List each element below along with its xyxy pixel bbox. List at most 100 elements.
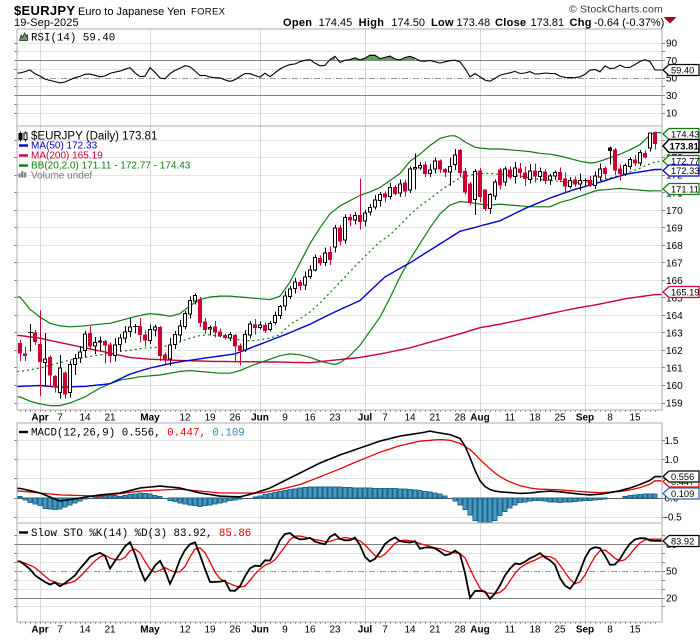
svg-text:160: 160 (666, 381, 683, 392)
svg-text:© StockCharts.com: © StockCharts.com (569, 4, 663, 16)
svg-text:168: 168 (666, 241, 683, 252)
svg-text:BB(20,2.0) 171.11 - 172.77 - 1: BB(20,2.0) 171.11 - 172.77 - 174.43 (31, 161, 191, 172)
svg-text:12: 12 (179, 413, 191, 424)
svg-text:Jun: Jun (251, 625, 269, 636)
svg-text:28: 28 (454, 625, 466, 636)
svg-text:161: 161 (666, 364, 683, 375)
svg-text:11: 11 (505, 625, 516, 636)
svg-text:Jun: Jun (251, 413, 269, 424)
svg-text:59.40: 59.40 (671, 65, 694, 75)
svg-text:Jul: Jul (358, 413, 373, 424)
svg-text:11: 11 (505, 413, 516, 424)
svg-text:May: May (140, 625, 160, 636)
svg-text:173.81: 173.81 (670, 142, 700, 153)
svg-text:172.77: 172.77 (671, 156, 699, 166)
svg-text:50: 50 (666, 567, 678, 578)
svg-text:164: 164 (666, 311, 683, 322)
svg-text:14: 14 (79, 413, 91, 424)
svg-text:Volume undef: Volume undef (31, 171, 92, 182)
svg-text:May: May (140, 413, 160, 424)
svg-text:83.92: 83.92 (671, 536, 694, 546)
svg-text:23: 23 (329, 413, 341, 424)
svg-text:0.447,: 0.447, (167, 428, 206, 440)
svg-text:19-Sep-2025: 19-Sep-2025 (14, 17, 79, 29)
svg-text:Jul: Jul (358, 625, 373, 636)
svg-text:FOREX: FOREX (191, 7, 226, 18)
svg-text:9: 9 (282, 625, 288, 636)
svg-text:1.5: 1.5 (665, 436, 679, 447)
svg-text:Aug: Aug (470, 413, 489, 424)
svg-text:172.33: 172.33 (671, 166, 699, 176)
svg-text:High: High (359, 17, 385, 29)
svg-text:MA(50) 172.33: MA(50) 172.33 (31, 141, 98, 152)
svg-text:8: 8 (607, 625, 613, 636)
svg-text:18: 18 (529, 625, 541, 636)
svg-text:167: 167 (666, 258, 683, 269)
svg-text:14: 14 (404, 413, 416, 424)
svg-text:7: 7 (382, 413, 388, 424)
svg-text:15: 15 (629, 413, 641, 424)
svg-text:-0.64 (-0.37%): -0.64 (-0.37%) (594, 17, 664, 29)
svg-text:23: 23 (329, 625, 341, 636)
svg-text:26: 26 (229, 625, 241, 636)
svg-text:173.48: 173.48 (457, 17, 491, 29)
svg-text:7: 7 (57, 625, 63, 636)
svg-text:7: 7 (382, 625, 388, 636)
svg-text:7: 7 (57, 413, 63, 424)
svg-text:163: 163 (666, 328, 683, 339)
svg-text:14: 14 (79, 625, 91, 636)
svg-text:21: 21 (429, 413, 441, 424)
svg-text:Close: Close (495, 17, 526, 29)
svg-text:173.81: 173.81 (531, 17, 565, 29)
svg-text:Apr: Apr (31, 625, 48, 636)
svg-text:Chg: Chg (570, 17, 592, 29)
svg-text:174.50: 174.50 (391, 17, 425, 29)
svg-text:Sep: Sep (576, 413, 594, 424)
svg-text:171.11: 171.11 (671, 184, 699, 194)
svg-text:159: 159 (666, 399, 683, 410)
svg-text:RSI(14) 59.40: RSI(14) 59.40 (31, 33, 115, 45)
svg-text:Aug: Aug (470, 625, 489, 636)
svg-text:166: 166 (666, 276, 683, 287)
svg-text:21: 21 (104, 413, 116, 424)
svg-text:$EURJPY (Daily) 173.81: $EURJPY (Daily) 173.81 (31, 131, 157, 143)
svg-text:0.556: 0.556 (671, 472, 694, 482)
svg-text:MA(200) 165.19: MA(200) 165.19 (31, 151, 103, 162)
svg-text:20: 20 (666, 594, 678, 605)
svg-text:Euro to Japanese Yen: Euro to Japanese Yen (78, 6, 186, 18)
svg-text:Open: Open (283, 17, 312, 29)
svg-text:21: 21 (104, 625, 116, 636)
svg-text:MACD(12,26,9) 0.556,: MACD(12,26,9) 0.556, (31, 428, 161, 440)
svg-text:12: 12 (179, 625, 191, 636)
svg-text:Sep: Sep (576, 625, 594, 636)
svg-text:19: 19 (204, 413, 216, 424)
svg-text:30: 30 (666, 91, 678, 102)
svg-text:85.86: 85.86 (219, 528, 251, 540)
svg-text:25: 25 (554, 413, 566, 424)
svg-text:165: 165 (666, 293, 683, 304)
svg-text:26: 26 (229, 413, 241, 424)
svg-text:18: 18 (529, 413, 541, 424)
svg-text:169: 169 (666, 223, 683, 234)
svg-text:28: 28 (454, 413, 466, 424)
svg-text:Apr: Apr (31, 413, 48, 424)
svg-text:8: 8 (607, 413, 613, 424)
svg-text:25: 25 (554, 625, 566, 636)
svg-text:90: 90 (666, 39, 678, 50)
svg-text:170: 170 (666, 206, 683, 217)
svg-text:15: 15 (629, 625, 641, 636)
svg-text:-0.5: -0.5 (665, 513, 683, 524)
svg-text:14: 14 (404, 625, 416, 636)
svg-text:Low: Low (431, 17, 454, 29)
svg-text:19: 19 (204, 625, 216, 636)
svg-text:0.109: 0.109 (671, 489, 694, 499)
svg-text:10: 10 (666, 109, 678, 120)
svg-text:0.109: 0.109 (212, 428, 244, 440)
svg-text:162: 162 (666, 346, 683, 357)
svg-text:1.0: 1.0 (665, 455, 679, 466)
svg-text:9: 9 (282, 413, 288, 424)
svg-text:$EURJPY: $EURJPY (14, 3, 75, 18)
svg-text:21: 21 (429, 625, 441, 636)
svg-text:Slow STO %K(14) %D(3) 83.92,: Slow STO %K(14) %D(3) 83.92, (31, 528, 212, 540)
svg-text:165.19: 165.19 (671, 287, 699, 297)
